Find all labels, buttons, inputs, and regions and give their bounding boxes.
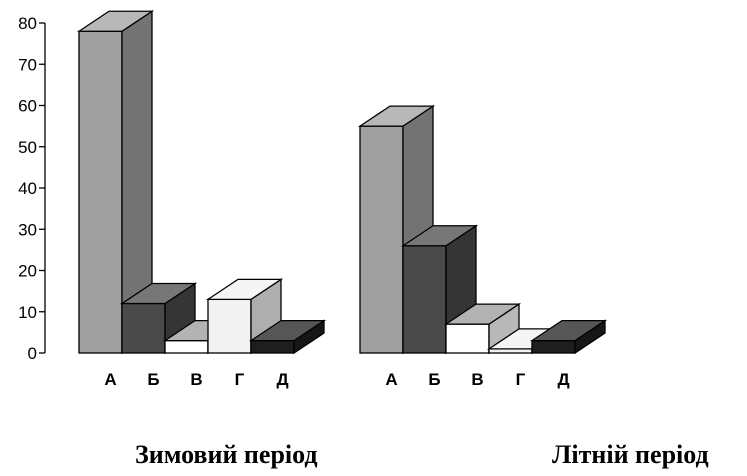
y-tick-label: 10 [18, 303, 37, 322]
bar-top [529, 319, 608, 342]
bar-front [121, 302, 166, 354]
category-label: Б [428, 370, 440, 389]
y-tick-label: 70 [18, 55, 37, 74]
bar-front [250, 339, 295, 354]
bar-front [207, 298, 252, 354]
category-label: В [471, 370, 483, 389]
category-label: В [190, 370, 202, 389]
bar [529, 319, 608, 355]
bar-top [248, 319, 327, 342]
y-tick-label: 20 [18, 262, 37, 281]
category-label: Б [147, 370, 159, 389]
y-axis: 0 10 20 30 40 50 60 70 80 [18, 14, 46, 363]
category-label: Г [516, 370, 526, 389]
y-tick-label: 60 [18, 97, 37, 116]
y-tick-label: 80 [18, 14, 37, 33]
bar-front [78, 30, 123, 354]
bar-group-0 [76, 10, 327, 355]
bar-top [400, 225, 479, 247]
bar-front [531, 339, 576, 354]
group-title-summer: Літній період [552, 440, 709, 469]
y-tick-label: 50 [18, 138, 37, 157]
y-tick-label: 40 [18, 179, 37, 198]
bar-top [205, 278, 284, 301]
category-label: Д [276, 370, 288, 389]
bar-front [445, 323, 490, 354]
y-tick-label: 30 [18, 220, 37, 239]
bar-front [164, 339, 209, 354]
category-label: Г [235, 370, 245, 389]
bar-top [443, 303, 522, 325]
category-label: А [104, 370, 116, 389]
bar-group-1 [357, 104, 608, 355]
bar-front [359, 125, 404, 354]
group-title-winter: Зимовий період [135, 440, 318, 469]
y-tick-label: 0 [28, 344, 37, 363]
bars [76, 10, 608, 355]
bar [76, 10, 155, 355]
bar-front [402, 245, 447, 354]
category-label: Д [557, 370, 569, 389]
bar [248, 319, 327, 355]
bar-top [357, 105, 436, 127]
bar-top [119, 282, 198, 305]
category-label: А [385, 370, 397, 389]
bar [443, 302, 522, 355]
bar-top [76, 10, 155, 32]
